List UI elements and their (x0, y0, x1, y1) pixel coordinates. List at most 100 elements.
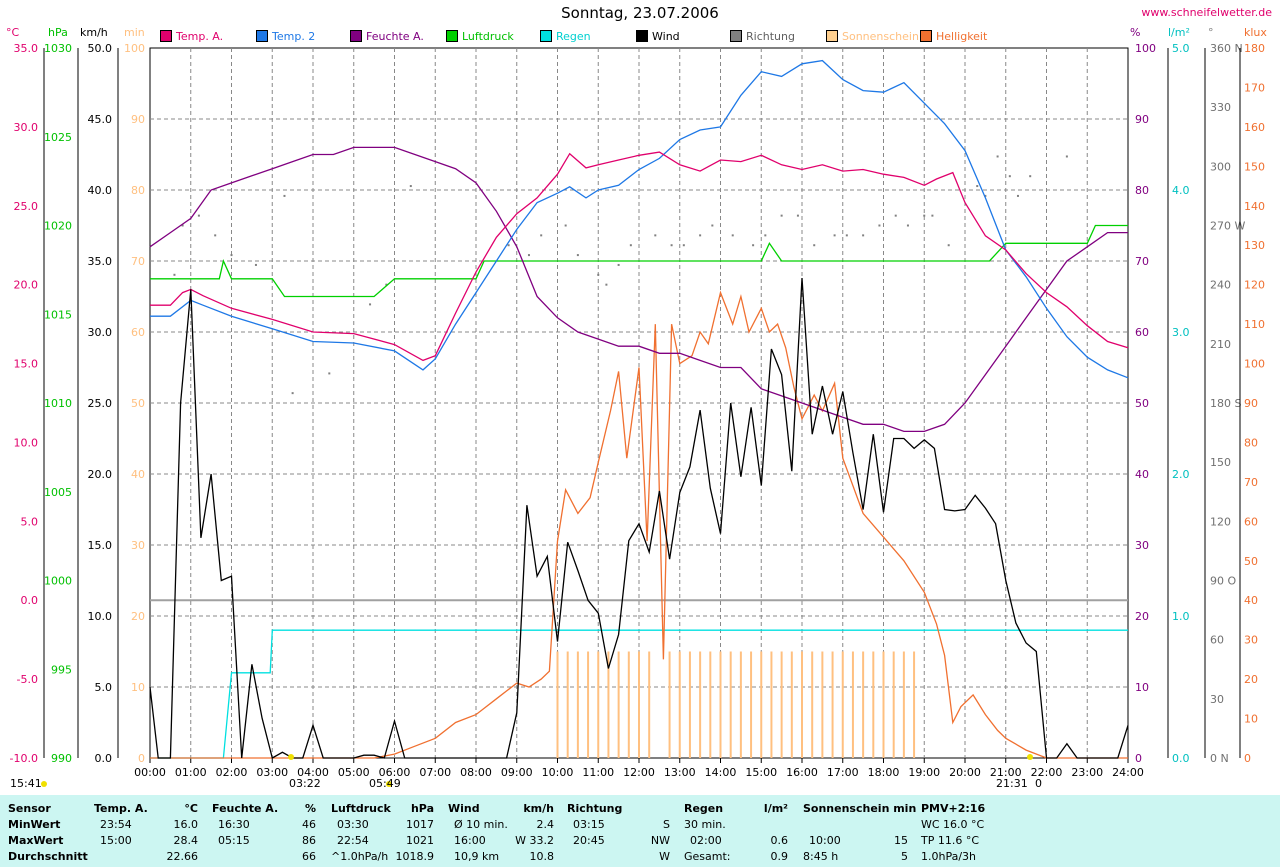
x-tick-label: 03:00 (256, 766, 288, 779)
rain-axis-label: 0.0 (1172, 752, 1190, 765)
wind-axis-label: 10.0 (88, 610, 113, 623)
sunshine-total: 8:45 h (803, 850, 839, 863)
brightness-axis-label: 130 (1244, 239, 1265, 252)
sunshine-max-time: 10:00 (809, 834, 841, 847)
legend-swatch (256, 30, 268, 42)
sunshine-axis-label: 30 (131, 539, 145, 552)
legend-swatch (540, 30, 552, 42)
brightness-axis-label: 0 (1244, 752, 1251, 765)
sunshine-avg: 5 (901, 850, 908, 863)
direction-point (682, 244, 685, 247)
pressure-axis-label: 1025 (44, 131, 72, 144)
sensor-label: Sensor (8, 802, 51, 815)
wind-axis-label: 40.0 (88, 184, 113, 197)
direction-point (670, 244, 673, 247)
humidity-axis-label: 100 (1135, 42, 1156, 55)
direction-axis-label: 300 (1210, 160, 1231, 173)
row-min-label: MinWert (8, 818, 61, 831)
sun-marker-icon (386, 781, 392, 787)
direction-point (230, 254, 233, 257)
humidity-axis-label: 20 (1135, 610, 1149, 623)
legend-label: Temp. 2 (272, 30, 316, 43)
rain-axis-label: 3.0 (1172, 326, 1190, 339)
temp-avg: 22.66 (166, 850, 199, 863)
brightness-axis-label: 120 (1244, 279, 1265, 292)
sunshine-axis-label: 90 (131, 113, 145, 126)
direction-axis-label: 0 N (1210, 752, 1229, 765)
x-tick-label: 12:00 (623, 766, 655, 779)
direction-point (752, 244, 755, 247)
brightness-axis-label: 80 (1244, 436, 1258, 449)
rain-total-label: Gesamt: (684, 850, 731, 863)
humidity-axis-label: 30 (1135, 539, 1149, 552)
direction-point (931, 214, 934, 217)
direction-axis-label: 30 (1210, 693, 1224, 706)
x-tick-label: 06:00 (379, 766, 411, 779)
pressure-axis-label: 1005 (44, 486, 72, 499)
temp-axis-label: 25.0 (14, 200, 39, 213)
x-tick-label: 24:00 (1112, 766, 1144, 779)
direction-point (605, 283, 608, 286)
direction-point (813, 244, 816, 247)
legend-helligkeit: Helligkeit (920, 30, 987, 43)
legend-label: Regen (556, 30, 591, 43)
wind-axis-label: 15.0 (88, 539, 113, 552)
pmv-head: PMV+2:16 (921, 802, 986, 815)
sunshine-max: 15 (894, 834, 908, 847)
x-tick-label: 23:00 (1071, 766, 1103, 779)
pmv-windchill: WC 16.0 °C (921, 818, 985, 831)
legend-swatch (350, 30, 362, 42)
x-tick-label: 20:00 (949, 766, 981, 779)
brightness-axis-label: 110 (1244, 318, 1265, 331)
wind-axis-label: 25.0 (88, 397, 113, 410)
direction-point (328, 372, 331, 375)
brightness-axis-label: 20 (1244, 673, 1258, 686)
sunset-marker: 21:31 (996, 777, 1028, 790)
wind-min: 2.4 (536, 818, 555, 831)
temp-axis-label: 10.0 (14, 436, 39, 449)
direction-point (291, 392, 294, 395)
pressure-head: Luftdruck (331, 802, 391, 815)
site-link[interactable]: www.schneifelwetter.de (1141, 6, 1272, 19)
wind-axis-label: 20.0 (88, 468, 113, 481)
pressure-axis-label: 1020 (44, 220, 72, 233)
legend-regen: Regen (540, 30, 591, 43)
humidity-head: Feuchte A. (212, 802, 279, 815)
brightness-axis-label: 140 (1244, 200, 1265, 213)
brightness-unit: klux (1244, 26, 1267, 39)
x-tick-label: 14:00 (705, 766, 737, 779)
rain-axis-label: 1.0 (1172, 610, 1190, 623)
temp-axis-label: 0.0 (21, 594, 39, 607)
legend-label: Luftdruck (462, 30, 514, 43)
humidity-max: 86 (302, 834, 316, 847)
pressure-max-time: 22:54 (337, 834, 369, 847)
temp-max: 28.4 (173, 834, 199, 847)
rain-axis-label: 2.0 (1172, 468, 1190, 481)
direction-point (540, 234, 543, 237)
x-tick-label: 10:00 (542, 766, 574, 779)
direction-point (1029, 175, 1032, 178)
wind-axis-label: 45.0 (88, 113, 113, 126)
rain-unit: l/m² (1168, 26, 1190, 39)
legend-temp-2: Temp. 2 (256, 30, 315, 43)
brightness-axis-label: 40 (1244, 594, 1258, 607)
pmv-trend: 1.0hPa/3h (921, 850, 977, 863)
legend-temp-a: Temp. A. (160, 30, 223, 43)
temp-a--line (150, 151, 1129, 362)
wind-axis-label: 50.0 (88, 42, 113, 55)
legend-swatch (446, 30, 458, 42)
helligkeit-line (150, 290, 1128, 759)
wind-min-label: Ø 10 min. (454, 818, 508, 831)
pressure-axis-label: 990 (51, 752, 72, 765)
direction-point (906, 224, 909, 227)
direction-point (564, 224, 567, 227)
direction-point (283, 194, 286, 197)
direction-point (764, 234, 767, 237)
x-tick-label: 11:00 (582, 766, 614, 779)
brightness-axis-label: 170 (1244, 81, 1265, 94)
temp-unit: °C (6, 26, 20, 39)
legend-swatch (730, 30, 742, 42)
direction-axis-label: 120 (1210, 515, 1231, 528)
direction-point (923, 214, 926, 217)
direction-point (894, 214, 897, 217)
